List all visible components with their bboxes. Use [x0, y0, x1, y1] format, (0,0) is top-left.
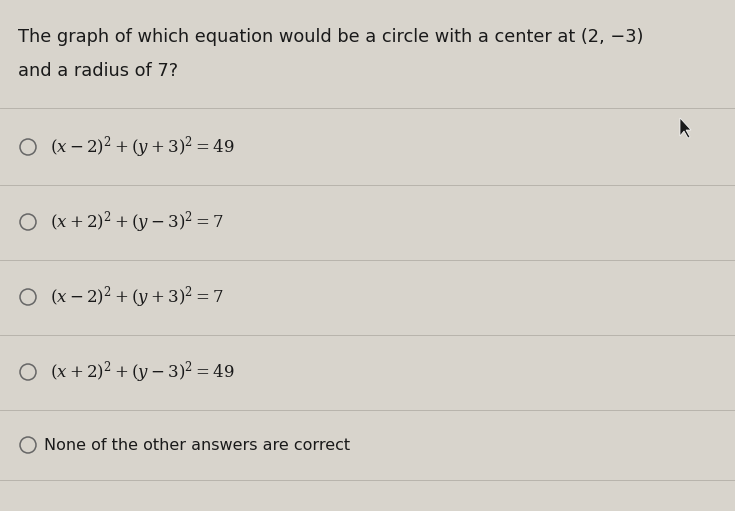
Text: $(x-2)^2+(y+3)^2=49$: $(x-2)^2+(y+3)^2=49$: [50, 134, 234, 160]
Text: The graph of which equation would be a circle with a center at (2, −3): The graph of which equation would be a c…: [18, 28, 644, 46]
Text: and a radius of 7?: and a radius of 7?: [18, 62, 178, 80]
Text: $(x+2)^2+(y-3)^2=7$: $(x+2)^2+(y-3)^2=7$: [50, 209, 224, 235]
Text: $(x-2)^2+(y+3)^2=7$: $(x-2)^2+(y+3)^2=7$: [50, 284, 224, 310]
Text: $(x+2)^2+(y-3)^2=49$: $(x+2)^2+(y-3)^2=49$: [50, 359, 234, 385]
Polygon shape: [680, 118, 691, 138]
Text: None of the other answers are correct: None of the other answers are correct: [44, 437, 350, 453]
